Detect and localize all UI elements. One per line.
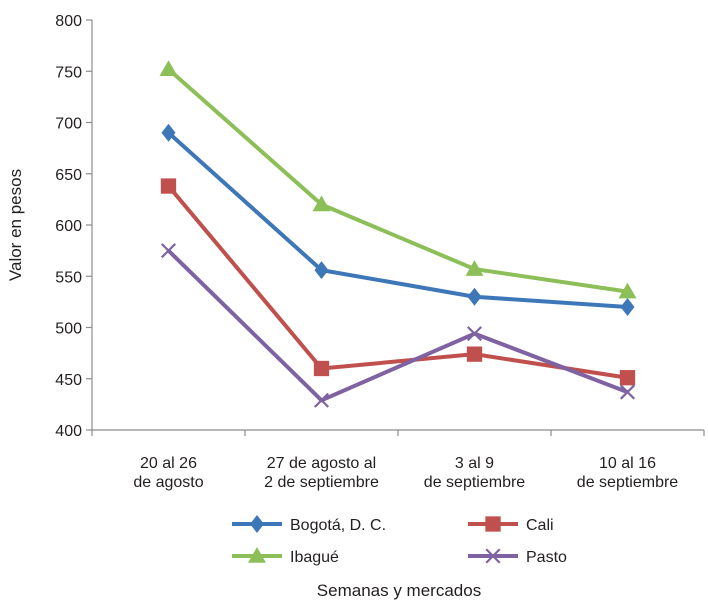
legend-label: Bogotá, D. C. (290, 517, 386, 534)
x-tick-label: 3 al 9 (455, 455, 494, 472)
data-point (313, 360, 330, 377)
y-tick-label: 750 (55, 64, 82, 81)
legend-marker (249, 515, 265, 533)
x-tick-label: 10 al 16 (599, 455, 656, 472)
legend-marker (248, 547, 266, 563)
legend-item: Pasto (468, 548, 567, 566)
y-tick-label: 400 (55, 423, 82, 440)
legend-label: Ibagué (290, 549, 339, 566)
x-tick-label: de septiembre (577, 474, 678, 491)
y-axis-ticks: 400 450 500 550 600 650 700 750 800 (55, 13, 92, 440)
data-point (160, 243, 177, 259)
data-point (312, 195, 331, 212)
series-line (166, 184, 628, 380)
data-point (619, 370, 636, 386)
data-point (465, 260, 484, 276)
legend-label: Pasto (526, 549, 567, 566)
series-1 (160, 178, 636, 386)
series-2 (159, 60, 637, 299)
series-line (167, 67, 628, 294)
series-3 (160, 243, 636, 408)
y-tick-label: 600 (55, 218, 82, 235)
x-tick-label: 27 de agosto al (267, 455, 376, 472)
legend-item: Bogotá, D. C. (232, 515, 386, 534)
data-point (160, 178, 177, 194)
data-point (620, 298, 635, 316)
data-point (161, 123, 176, 142)
series-0 (161, 123, 635, 316)
x-tick-label: de agosto (133, 474, 203, 491)
series-line (167, 131, 628, 309)
legend: Bogotá, D. C. Cali Ibagué Pasto (232, 515, 567, 566)
x-tick-label: 20 al 26 (140, 455, 197, 472)
series-layer (159, 60, 637, 408)
data-point (159, 60, 178, 76)
data-point (466, 326, 483, 342)
y-tick-label: 800 (55, 13, 82, 30)
data-point (467, 287, 482, 306)
x-tick-label: de septiembre (424, 474, 525, 491)
x-tick-label: 2 de septiembre (264, 474, 379, 491)
data-point (314, 261, 329, 280)
legend-marker (485, 516, 501, 532)
legend-item: Ibagué (232, 547, 339, 566)
x-axis-ticks: 20 al 26 de agosto 27 de agosto al 2 de sep… (91, 430, 705, 491)
y-axis-title: Valor en pesos (6, 169, 25, 281)
data-point (619, 384, 636, 400)
data-point (618, 282, 637, 299)
legend-marker (485, 548, 501, 564)
y-tick-label: 550 (55, 269, 82, 286)
legend-label: Cali (526, 517, 554, 534)
series-line (167, 249, 629, 403)
data-point (313, 392, 330, 408)
y-tick-label: 500 (55, 321, 82, 338)
y-tick-label: 450 (55, 372, 82, 389)
y-tick-label: 650 (55, 167, 82, 184)
x-axis-title: Semanas y mercados (317, 581, 481, 600)
y-tick-label: 700 (55, 116, 82, 133)
legend-item: Cali (468, 516, 554, 534)
data-point (466, 346, 483, 362)
